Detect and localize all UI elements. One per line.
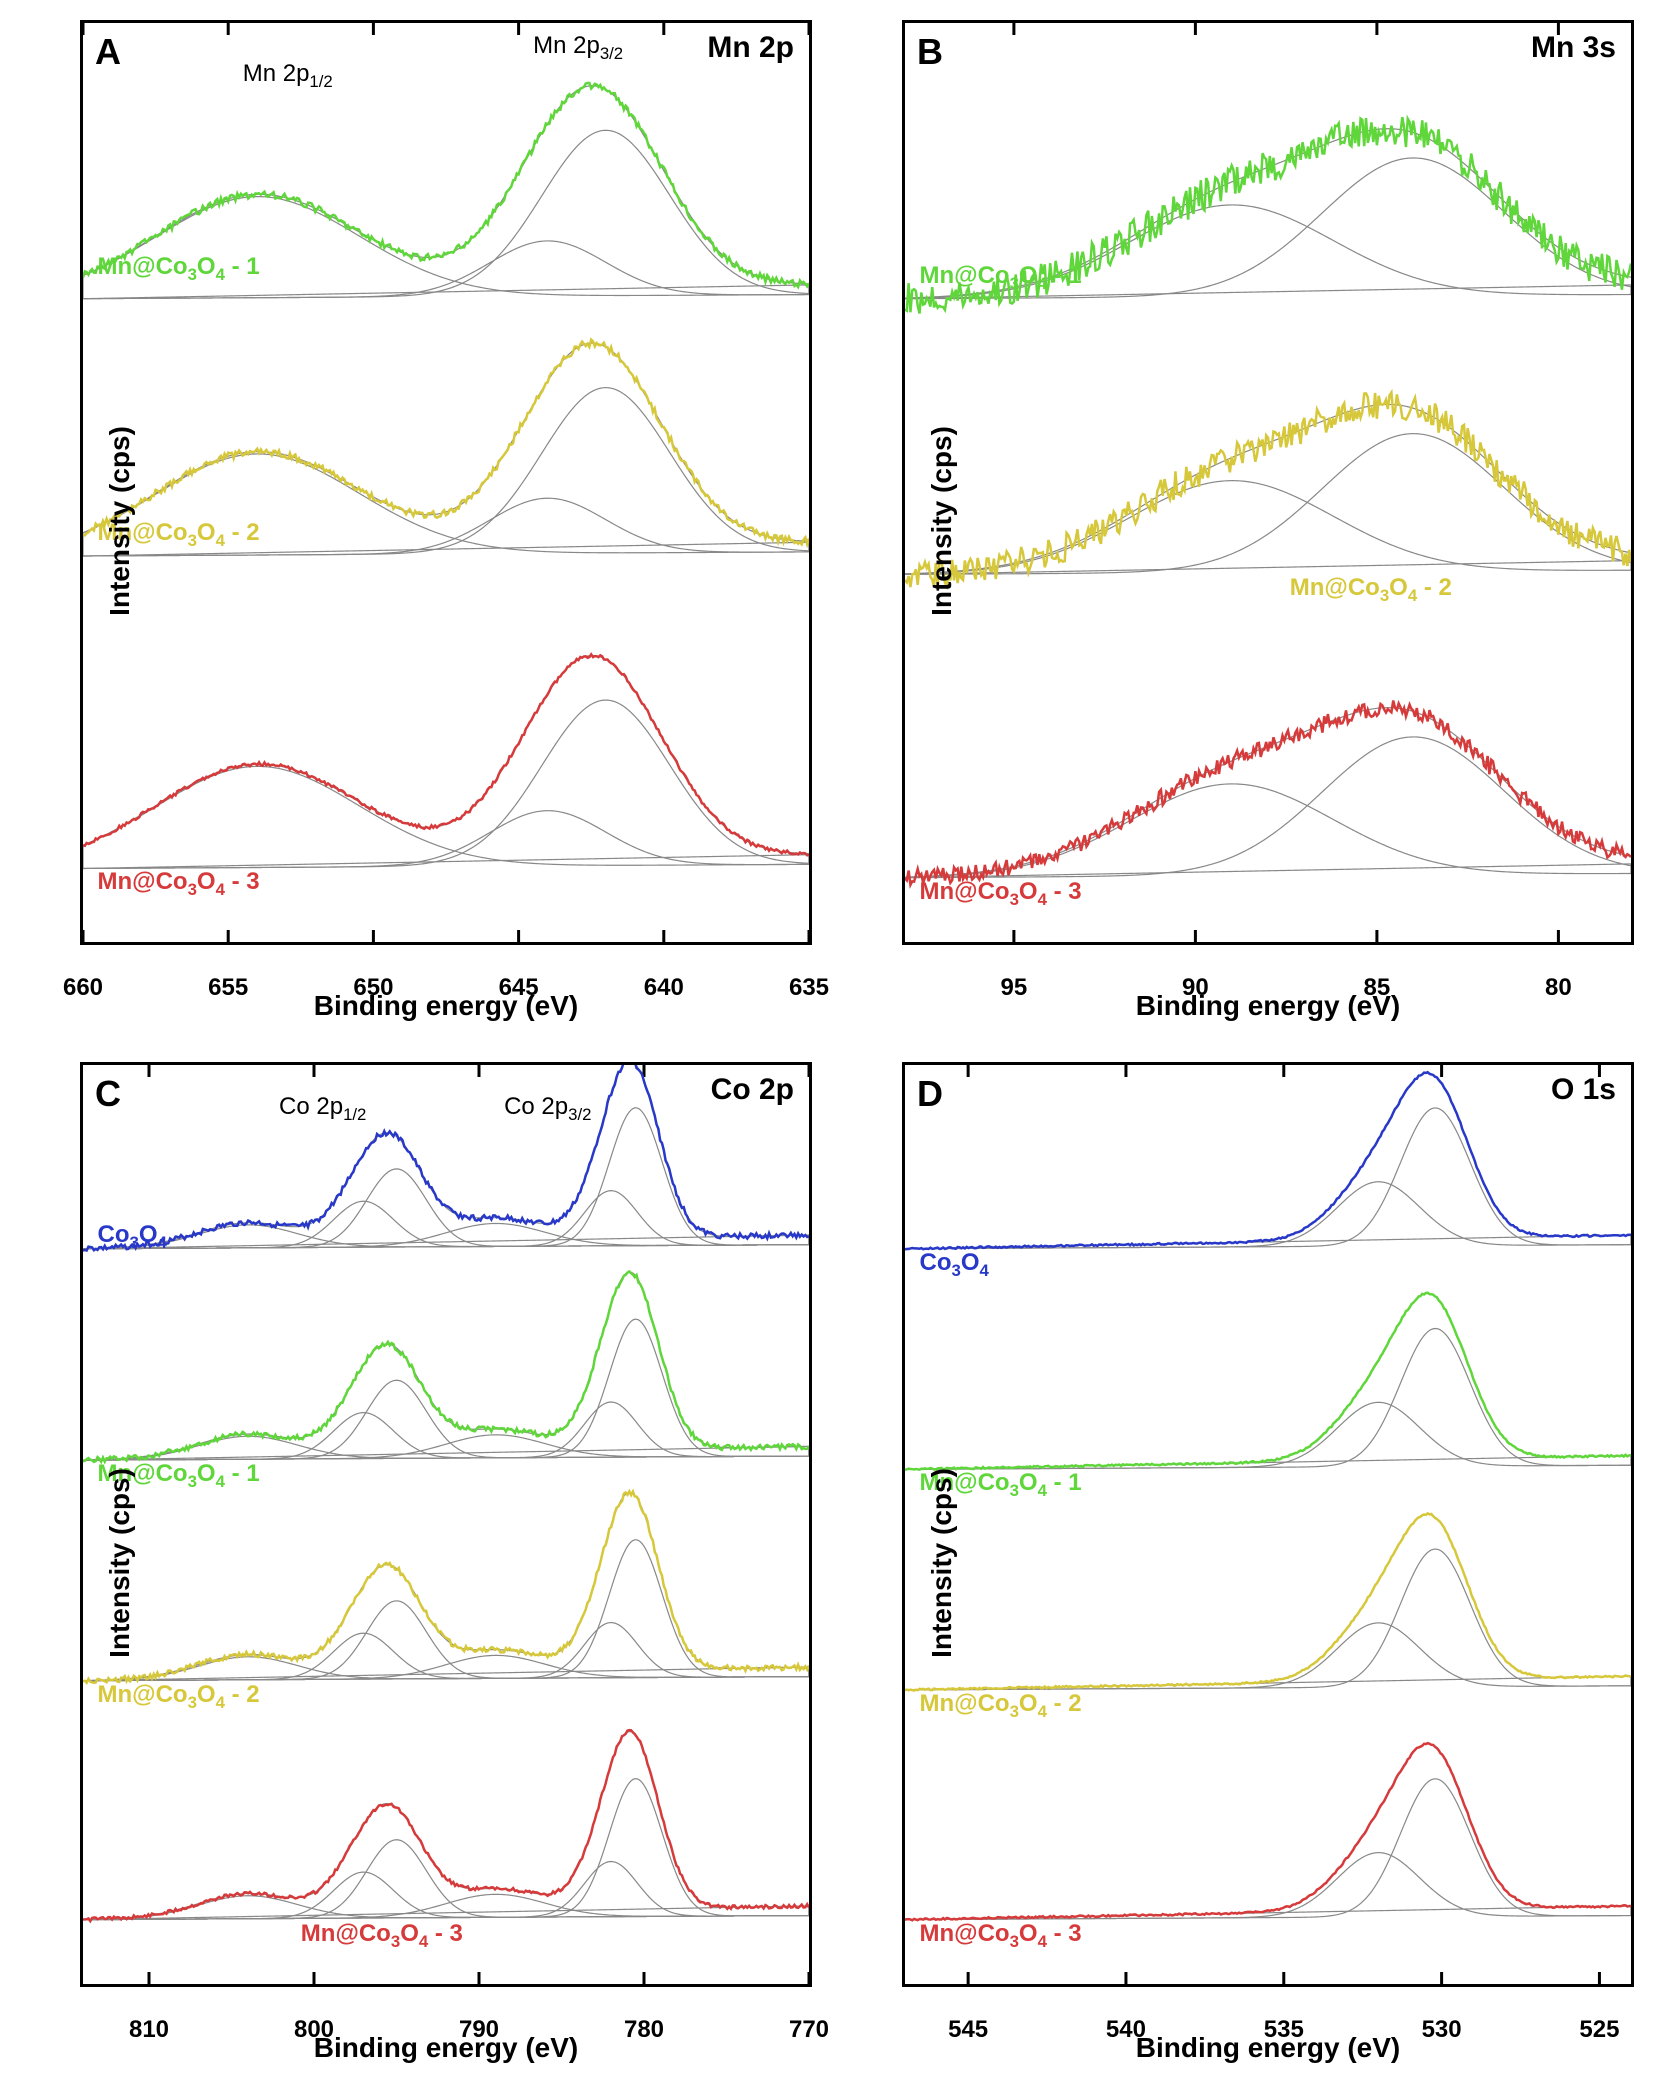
peak-label: Co 2p3/2	[504, 1093, 591, 1125]
spectra-svg	[83, 1065, 809, 1984]
x-tick-label: 95	[1001, 974, 1028, 1002]
x-tick-label: 525	[1579, 2016, 1619, 2044]
panel-letter: A	[95, 31, 121, 73]
ylabel-a: Intensity (cps)	[104, 426, 136, 616]
x-tick-label: 545	[948, 2016, 988, 2044]
x-tick-label: 650	[353, 974, 393, 1002]
ylabel-c: Intensity (cps)	[104, 1468, 136, 1658]
panel-a: A Mn 2p Mn 2p1/2 Mn 2p3/2 Mn@Co3O4 - 1 Mn@Co3…	[80, 20, 812, 1022]
series-label: Mn@Co3O4 - 3	[920, 1920, 1082, 1952]
spectrum-trace	[83, 654, 809, 855]
panel-d: DO 1sCo3O4Mn@Co3O4 - 1Mn@Co3O4 - 2Mn@Co3…	[902, 1062, 1634, 2064]
x-tick-label: 90	[1182, 974, 1209, 1002]
spectrum-trace	[83, 1730, 809, 1921]
plot-area-b: B Mn 3s Mn@Co3O4 - 1 Mn@Co3O4 - 2 Mn@Co3O4 -…	[902, 20, 1634, 945]
series-label: Mn@Co3O4 - 2	[98, 1681, 260, 1713]
peak-label: Mn 2p3/2	[533, 32, 623, 64]
spectrum-trace	[905, 1293, 1631, 1470]
peak-label: Co 2p1/2	[279, 1093, 366, 1125]
panel-c: CCo 2pCo 2p1/2Co 2p3/2Co3O4Mn@Co3O4 - 1M…	[80, 1062, 812, 2064]
x-tick-label: 540	[1106, 2016, 1146, 2044]
series-label: Mn@Co3O4 - 2	[1290, 574, 1452, 606]
spectrum-trace	[83, 1271, 809, 1461]
spectrum-trace	[83, 340, 809, 545]
x-tick-label: 645	[499, 974, 539, 1002]
spectrum-trace	[905, 392, 1631, 587]
spectrum-trace	[905, 701, 1631, 885]
series-label: Co3O4	[98, 1221, 167, 1253]
panel-letter: C	[95, 1073, 121, 1115]
x-tick-label: 655	[208, 974, 248, 1002]
panel-b: B Mn 3s Mn@Co3O4 - 1 Mn@Co3O4 - 2 Mn@Co3O4 -…	[902, 20, 1634, 1022]
series-label: Mn@Co3O4 - 3	[920, 878, 1082, 910]
series-label: Mn@Co3O4 - 3	[301, 1920, 463, 1952]
x-tick-label: 780	[624, 2016, 664, 2044]
series-label: Co3O4	[920, 1249, 989, 1281]
x-tick-label: 85	[1364, 974, 1391, 1002]
panel-title: Mn 3s	[1531, 31, 1616, 65]
x-tick-label: 810	[129, 2016, 169, 2044]
x-tick-label: 790	[459, 2016, 499, 2044]
x-tick-label: 535	[1264, 2016, 1304, 2044]
x-tick-label: 640	[644, 974, 684, 1002]
spectrum-trace	[905, 1743, 1631, 1920]
panel-letter: D	[917, 1073, 943, 1115]
xlabel-a: Binding energy (eV)	[80, 990, 812, 1022]
plot-area-a: A Mn 2p Mn 2p1/2 Mn 2p3/2 Mn@Co3O4 - 1 Mn@Co3…	[80, 20, 812, 945]
spectrum-trace	[905, 1513, 1631, 1690]
xlabel-c: Binding energy (eV)	[80, 2032, 812, 2064]
panel-title: Co 2p	[711, 1073, 794, 1107]
spectrum-trace	[83, 1065, 809, 1251]
panel-title: Mn 2p	[707, 31, 794, 65]
x-tick-label: 770	[789, 2016, 829, 2044]
x-tick-label: 80	[1545, 974, 1572, 1002]
plot-area-d: DO 1sCo3O4Mn@Co3O4 - 1Mn@Co3O4 - 2Mn@Co3…	[902, 1062, 1634, 1987]
series-label: Mn@Co3O4 - 1	[920, 262, 1082, 294]
series-label: Mn@Co3O4 - 1	[98, 253, 260, 285]
spectra-svg	[905, 1065, 1631, 1984]
ylabel-b: Intensity (cps)	[926, 426, 958, 616]
series-label: Mn@Co3O4 - 2	[920, 1690, 1082, 1722]
x-tick-label: 800	[294, 2016, 334, 2044]
ylabel-d: Intensity (cps)	[926, 1468, 958, 1658]
spectrum-trace	[83, 1491, 809, 1683]
peak-label: Mn 2p1/2	[243, 60, 333, 92]
x-tick-label: 660	[63, 974, 103, 1002]
spectra-svg	[905, 23, 1631, 942]
panel-title: O 1s	[1551, 1073, 1616, 1107]
spectrum-trace	[905, 1072, 1631, 1249]
figure-grid: A Mn 2p Mn 2p1/2 Mn 2p3/2 Mn@Co3O4 - 1 Mn@Co3…	[20, 20, 1634, 2064]
x-tick-label: 530	[1422, 2016, 1462, 2044]
plot-area-c: CCo 2pCo 2p1/2Co 2p3/2Co3O4Mn@Co3O4 - 1M…	[80, 1062, 812, 1987]
series-label: Mn@Co3O4 - 3	[98, 868, 260, 900]
x-tick-label: 635	[789, 974, 829, 1002]
panel-letter: B	[917, 31, 943, 73]
spectra-svg	[83, 23, 809, 942]
